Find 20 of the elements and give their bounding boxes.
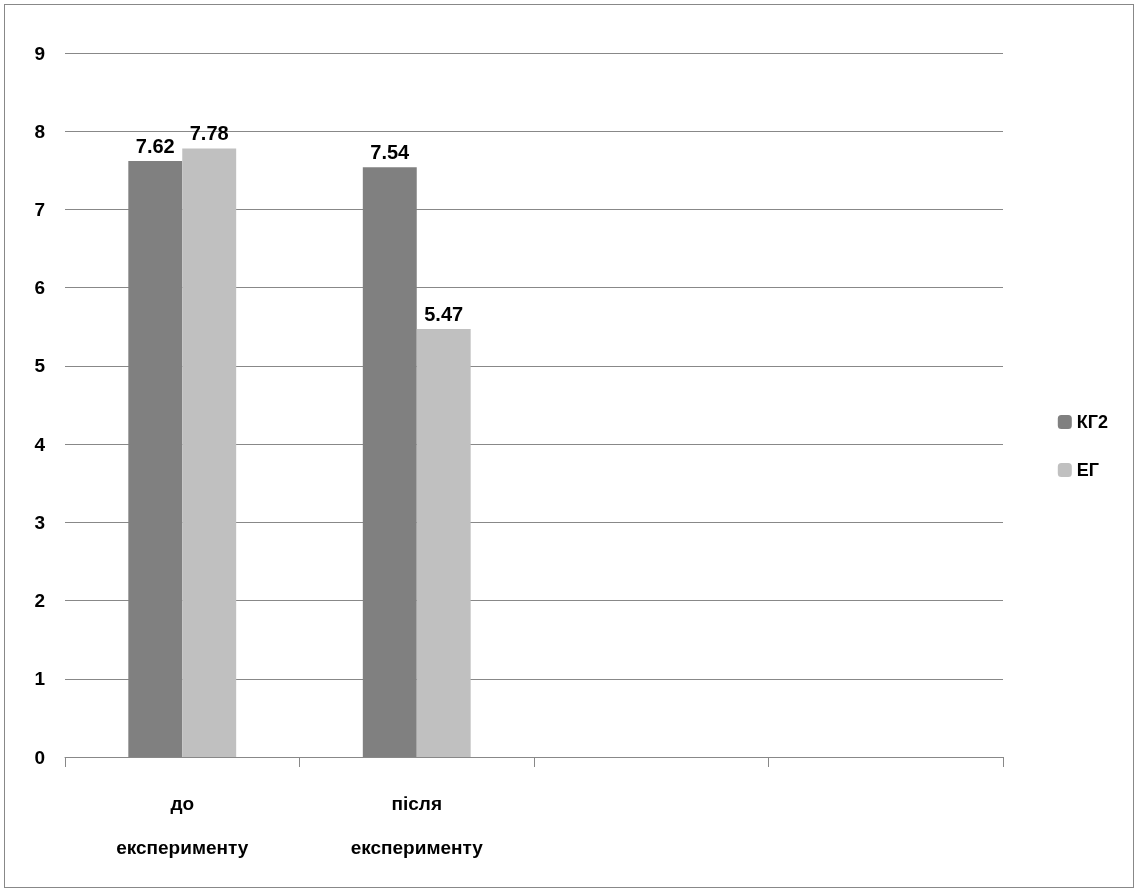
legend-label: ЕГ — [1076, 460, 1100, 480]
y-tick-label: 0 — [34, 746, 45, 768]
y-tick-label: 4 — [34, 433, 46, 455]
data-label: 7.78 — [189, 122, 229, 145]
y-tick-label: 9 — [34, 42, 45, 64]
category-label: до експерименту — [116, 792, 249, 858]
data-label: 7.62 — [135, 134, 175, 157]
y-tick-label: 8 — [34, 120, 45, 142]
category-label: після експерименту — [350, 792, 483, 858]
data-label: 7.54 — [370, 141, 411, 164]
y-tick-label: 7 — [34, 198, 45, 220]
y-tick-label: 6 — [34, 277, 45, 299]
data-label: 5.47 — [424, 303, 464, 326]
y-tick-label: 2 — [34, 590, 45, 612]
y-tick-label: 1 — [34, 668, 46, 690]
y-tick-label: 3 — [34, 511, 45, 533]
legend-label: КГ2 — [1076, 412, 1108, 432]
bar — [182, 148, 237, 757]
bar — [416, 329, 471, 757]
y-tick-label: 5 — [34, 355, 46, 377]
